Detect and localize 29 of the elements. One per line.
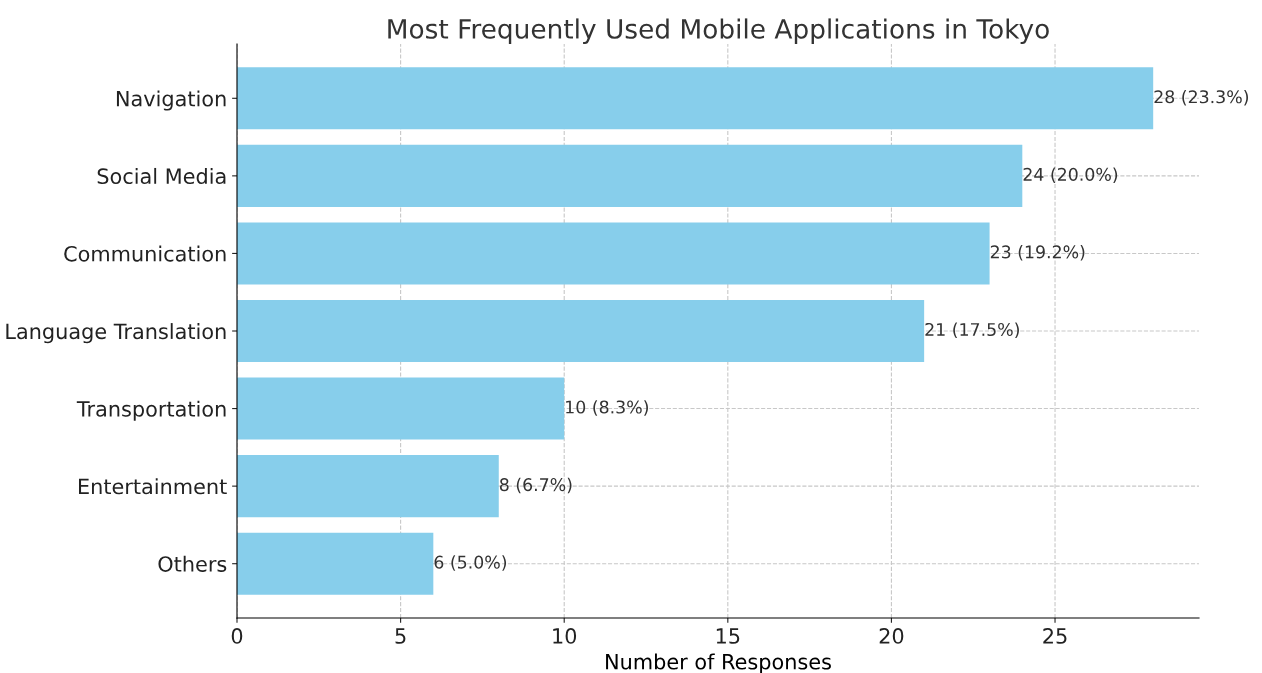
y-tick-label: Transportation	[76, 400, 226, 421]
x-tick-label: 25	[1043, 628, 1067, 644]
bar	[237, 144, 1023, 207]
data-label: 8 (6.7%)	[499, 477, 572, 494]
y-tick-label: Navigation	[116, 90, 226, 111]
chart-title: Most Frequently Used Mobile Applications in Tokyo	[388, 18, 1049, 44]
y-tick-label: Social Media	[97, 167, 226, 185]
y-tick-label: Entertainment	[79, 478, 227, 495]
bar	[237, 67, 1154, 130]
x-tick-label: 5	[395, 628, 406, 644]
data-label: 21 (17.5%)	[925, 322, 1019, 339]
data-label: 6 (5.0%)	[434, 555, 507, 571]
bar	[237, 222, 990, 285]
data-label: 24 (20.0%)	[1023, 167, 1118, 183]
bar	[237, 455, 499, 518]
bar	[237, 532, 434, 595]
x-tick-label: 10	[553, 628, 577, 644]
x-tick-label: 0	[231, 628, 243, 644]
bar	[237, 377, 565, 440]
data-label: 23 (19.2%)	[990, 245, 1085, 261]
y-tick-label: Language Translation	[6, 323, 226, 344]
y-tick-label: Communication	[64, 245, 226, 262]
y-tick-label: Others	[158, 555, 227, 572]
bar	[237, 299, 925, 363]
data-label: 28 (23.3%)	[1154, 89, 1249, 106]
x-axis-title: Number of Responses	[606, 653, 831, 673]
data-label: 10 (8.3%)	[566, 400, 648, 416]
x-tick-label: 20	[879, 628, 904, 644]
x-tick-label: 15	[716, 628, 740, 644]
